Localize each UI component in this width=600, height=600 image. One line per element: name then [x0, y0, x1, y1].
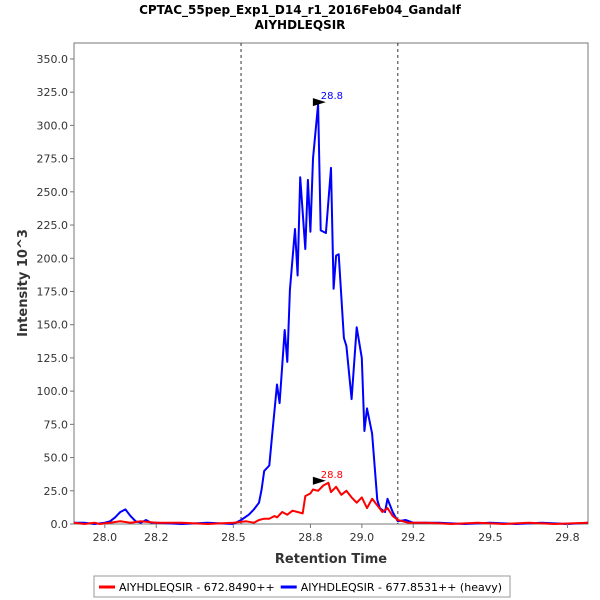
chart-title: CPTAC_55pep_Exp1_D14_r1_2016Feb04_Gandal…	[139, 3, 462, 18]
peak-marker-arrow	[312, 476, 326, 485]
legend: AIYHDLEQSIR - 672.8490++ AIYHDLEQSIR - 67…	[93, 575, 511, 598]
x-tick-label: 29.2	[401, 531, 426, 544]
legend-label: AIYHDLEQSIR - 677.8531++ (heavy)	[301, 581, 502, 594]
y-tick-label: 225.0	[37, 219, 69, 232]
y-axis: 0.0 25.0 50.0 75.0 100.0 125.0 150.0 175.0 200.0…	[37, 53, 74, 531]
x-tick-label: 28.2	[144, 531, 169, 544]
x-tick-label: 28.0	[93, 531, 118, 544]
legend-label: AIYHDLEQSIR - 672.8490++	[119, 581, 275, 594]
x-tick-label: 29.8	[555, 531, 580, 544]
y-tick-label: 300.0	[37, 119, 69, 132]
peak-label: 28.8	[321, 91, 343, 102]
y-tick-label: 175.0	[37, 285, 69, 298]
x-axis-label: Retention Time	[275, 552, 387, 567]
plot-area	[73, 42, 589, 525]
series-line-light	[73, 481, 589, 525]
x-tick-label: 29.5	[478, 531, 503, 544]
y-tick-label: 150.0	[37, 319, 69, 332]
x-axis: 28.0 28.2 28.5 28.8 29.0 29.2 29.5 29.8	[93, 524, 580, 544]
y-tick-label: 325.0	[37, 86, 69, 99]
peak-marker-arrow	[312, 98, 326, 107]
peak-label: 28.8	[321, 470, 343, 481]
y-axis-label: Intensity 10^3	[16, 229, 31, 337]
y-tick-label: 0.0	[51, 518, 69, 531]
y-tick-label: 250.0	[37, 186, 69, 199]
y-tick-label: 25.0	[44, 485, 69, 498]
peak-annotations: 28.8 28.8	[312, 91, 343, 485]
integration-boundaries	[240, 43, 399, 524]
x-tick-label: 29.0	[350, 531, 375, 544]
y-tick-label: 125.0	[37, 352, 69, 365]
series-group	[73, 103, 589, 525]
y-tick-label: 200.0	[37, 252, 69, 265]
y-tick-label: 275.0	[37, 153, 69, 166]
y-tick-label: 50.0	[44, 452, 69, 465]
legend-box	[93, 575, 511, 598]
y-tick-label: 100.0	[37, 385, 69, 398]
x-tick-label: 28.5	[221, 531, 246, 544]
y-tick-label: 350.0	[37, 53, 69, 66]
x-tick-label: 28.8	[298, 531, 323, 544]
y-tick-label: 75.0	[44, 418, 69, 431]
chart-subtitle: AIYHDLEQSIR	[255, 18, 346, 32]
